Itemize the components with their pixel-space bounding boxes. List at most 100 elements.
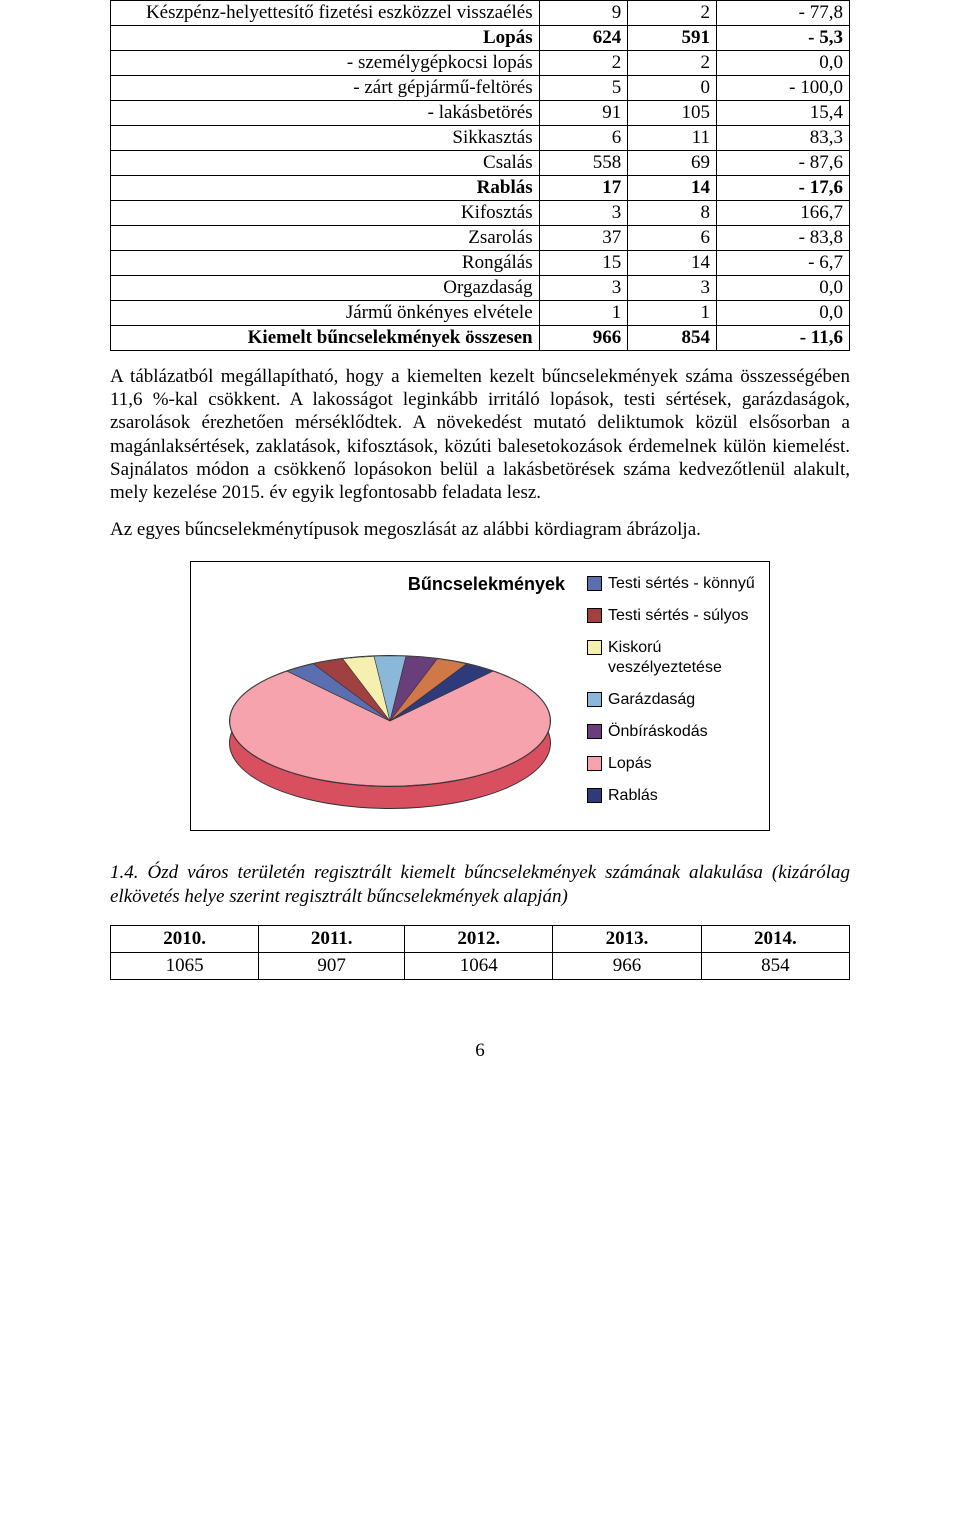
years-table: 2010.2011.2012.2013.2014. 10659071064966… — [110, 925, 850, 980]
table-cell: 37 — [539, 226, 628, 251]
table-cell: 0,0 — [716, 276, 849, 301]
year-header: 2012. — [405, 925, 553, 952]
year-header: 2013. — [553, 925, 701, 952]
table-cell: - 5,3 — [716, 26, 849, 51]
table-cell: - 17,6 — [716, 176, 849, 201]
page-number: 6 — [110, 1040, 850, 1062]
table-row: Kiemelt bűncselekmények összesen966854- … — [111, 326, 850, 351]
legend-swatch — [587, 756, 602, 771]
table-cell: 8 — [628, 201, 717, 226]
table-cell: 966 — [539, 326, 628, 351]
legend-item: Kiskorú veszélyeztetése — [587, 638, 757, 678]
table-cell: 558 — [539, 151, 628, 176]
legend-label: Lopás — [608, 754, 652, 774]
table-cell: Csalás — [111, 151, 540, 176]
table-row: Orgazdaság330,0 — [111, 276, 850, 301]
year-cell: 854 — [701, 952, 849, 979]
table-cell: - 83,8 — [716, 226, 849, 251]
table-row: Csalás55869- 87,6 — [111, 151, 850, 176]
table-cell: 0 — [628, 76, 717, 101]
year-cell: 907 — [259, 952, 405, 979]
table-cell: Zsarolás — [111, 226, 540, 251]
table-cell: 14 — [628, 251, 717, 276]
table-cell: Kifosztás — [111, 201, 540, 226]
table-cell: Jármű önkényes elvétele — [111, 301, 540, 326]
table-cell: 1 — [628, 301, 717, 326]
table-cell: 6 — [628, 226, 717, 251]
year-header: 2011. — [259, 925, 405, 952]
table-cell: 2 — [539, 51, 628, 76]
table-cell: 6 — [539, 126, 628, 151]
legend-swatch — [587, 788, 602, 803]
legend-item: Garázdaság — [587, 690, 757, 710]
chart-legend: Testi sértés - könnyű Testi sértés - súly… — [587, 574, 757, 818]
table-row: - lakásbetörés9110515,4 — [111, 101, 850, 126]
table-cell: Rongálás — [111, 251, 540, 276]
year-header: 2010. — [111, 925, 259, 952]
table-cell: 591 — [628, 26, 717, 51]
table-cell: Orgazdaság — [111, 276, 540, 301]
table-cell: 105 — [628, 101, 717, 126]
legend-swatch — [587, 608, 602, 623]
legend-swatch — [587, 724, 602, 739]
table-cell: Kiemelt bűncselekmények összesen — [111, 326, 540, 351]
paragraph-1: A táblázatból megállapítható, hogy a kie… — [110, 365, 850, 504]
table-cell: - 11,6 — [716, 326, 849, 351]
legend-item: Lopás — [587, 754, 757, 774]
table-cell: 2 — [628, 51, 717, 76]
table-cell: Rablás — [111, 176, 540, 201]
table-row: Kifosztás38166,7 — [111, 201, 850, 226]
legend-label: Kiskorú veszélyeztetése — [608, 638, 757, 678]
table-cell: Készpénz-helyettesítő fizetési eszközzel… — [111, 1, 540, 26]
table-cell: 1 — [539, 301, 628, 326]
table-cell: 2 — [628, 1, 717, 26]
table-cell: 83,3 — [716, 126, 849, 151]
legend-item: Önbíráskodás — [587, 722, 757, 742]
table-cell: 166,7 — [716, 201, 849, 226]
table-row: Zsarolás376- 83,8 — [111, 226, 850, 251]
table-row: Sikkasztás61183,3 — [111, 126, 850, 151]
table-cell: - 87,6 — [716, 151, 849, 176]
legend-item: Testi sértés - könnyű — [587, 574, 757, 594]
chart-title: Bűncselekmények — [203, 574, 565, 595]
year-cell: 1065 — [111, 952, 259, 979]
table-cell: 11 — [628, 126, 717, 151]
table-row: Lopás624591- 5,3 — [111, 26, 850, 51]
table-row: Rongálás1514- 6,7 — [111, 251, 850, 276]
table-cell: 624 — [539, 26, 628, 51]
pie-chart-area: Bűncselekmények — [203, 574, 575, 818]
year-cell: 966 — [553, 952, 701, 979]
table-row: - személygépkocsi lopás220,0 — [111, 51, 850, 76]
crime-table: Készpénz-helyettesítő fizetési eszközzel… — [110, 0, 850, 351]
pie-graphic — [219, 625, 559, 815]
paragraph-2: Az egyes bűncselekménytípusok megoszlásá… — [110, 518, 850, 541]
table-cell: 15 — [539, 251, 628, 276]
legend-label: Rablás — [608, 786, 658, 806]
table-cell: 17 — [539, 176, 628, 201]
table-cell: 14 — [628, 176, 717, 201]
table-cell: Sikkasztás — [111, 126, 540, 151]
pie-chart-frame: Bűncselekmények Testi sértés - könnyűTes… — [190, 561, 770, 831]
legend-item: Testi sértés - súlyos — [587, 606, 757, 626]
legend-swatch — [587, 692, 602, 707]
table-cell: 0,0 — [716, 301, 849, 326]
table-row: Jármű önkényes elvétele110,0 — [111, 301, 850, 326]
table-cell: 854 — [628, 326, 717, 351]
table-row: Készpénz-helyettesítő fizetési eszközzel… — [111, 1, 850, 26]
table-cell: 3 — [539, 201, 628, 226]
table-cell: - 77,8 — [716, 1, 849, 26]
legend-label: Garázdaság — [608, 690, 695, 710]
table-cell: - zárt gépjármű-feltörés — [111, 76, 540, 101]
table-cell: 3 — [628, 276, 717, 301]
year-header: 2014. — [701, 925, 849, 952]
table-cell: 5 — [539, 76, 628, 101]
figure-caption: 1.4. Ózd város területén regisztrált kie… — [110, 861, 850, 909]
table-cell: 9 — [539, 1, 628, 26]
table-row: Rablás1714- 17,6 — [111, 176, 850, 201]
table-cell: - lakásbetörés — [111, 101, 540, 126]
table-cell: - 100,0 — [716, 76, 849, 101]
legend-label: Testi sértés - súlyos — [608, 606, 748, 626]
table-cell: 0,0 — [716, 51, 849, 76]
legend-swatch — [587, 576, 602, 591]
table-cell: - 6,7 — [716, 251, 849, 276]
